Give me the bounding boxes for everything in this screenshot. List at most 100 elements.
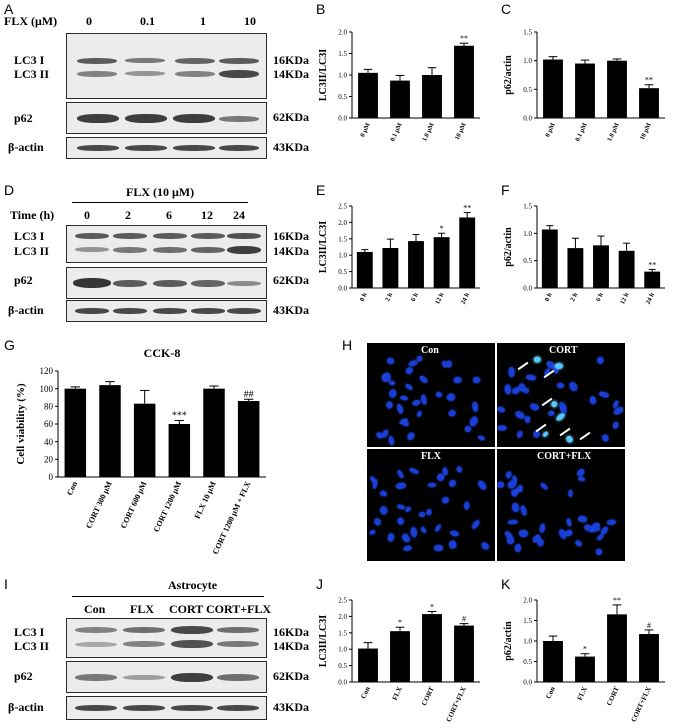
cell-nucleus (601, 433, 610, 442)
x-tick-label: 24 h (460, 292, 471, 306)
lane-label-2: 0.1 (140, 14, 155, 28)
cell-nucleus (573, 539, 583, 549)
lane-label-1: 0 (84, 208, 90, 222)
header-line (72, 202, 248, 203)
x-tick-label: Con (544, 685, 557, 700)
cell-nucleus (408, 360, 419, 368)
cell-nucleus (418, 374, 429, 385)
x-tick-label: 0.1 μM (389, 122, 404, 143)
significance-label: ## (244, 389, 254, 400)
cell-nucleus (568, 380, 579, 392)
y-tick-label: 0 (49, 472, 54, 482)
panel-label: D (4, 182, 15, 198)
bar (607, 614, 627, 682)
y-tick-label: 0.5 (523, 257, 532, 265)
bar (575, 63, 595, 118)
y-tick-label: 1.0 (523, 637, 532, 645)
size-62kda: 62KDa (273, 273, 309, 287)
bar (422, 75, 442, 118)
micrograph-flx: FLX (367, 449, 495, 561)
cell-nucleus (404, 382, 414, 392)
y-tick-label: 1.5 (523, 617, 532, 625)
cell-nucleus (525, 415, 531, 423)
chart-j: 0.0 0.5 1.0 1.5 2.0 2.5 LC3II/LC3I Con * FLX * CORT… (318, 596, 480, 723)
cell-nucleus (404, 366, 414, 376)
marker-lc3-i: LC3 I (14, 229, 45, 243)
cell-nucleus (523, 387, 530, 394)
bar (543, 641, 563, 682)
y-axis-label: p62/actin (503, 621, 514, 661)
lane-label-1: 0 (86, 14, 92, 28)
cell-nucleus (510, 502, 520, 513)
cell-nucleus (440, 496, 450, 505)
arrow-marker (579, 431, 591, 441)
cell-nucleus (567, 489, 573, 497)
cell-nucleus (435, 391, 443, 398)
cell-nucleus (595, 547, 604, 556)
x-tick-label: 10 μM (454, 122, 468, 141)
cell-nucleus (447, 478, 457, 488)
cell-nucleus (388, 380, 396, 386)
cell-nucleus (449, 530, 460, 538)
cell-nucleus (404, 505, 413, 514)
y-axis-label: LC3II/LC3I (318, 615, 329, 667)
cell-nucleus (577, 476, 586, 483)
bar (433, 237, 450, 288)
panel-label: G (4, 337, 15, 353)
cell-nucleus (399, 395, 409, 401)
lane-label-3: CORT (169, 602, 204, 616)
y-tick-label: 80 (44, 401, 54, 411)
cell-nucleus (515, 430, 524, 440)
bar (459, 217, 476, 288)
size-43kda: 43KDa (273, 303, 309, 317)
y-tick-label: 2.0 (523, 596, 532, 604)
y-axis-label: LC3II/LC3I (318, 49, 329, 101)
panel-k-chart: K 0.0 0.5 1.0 1.5 2.0 p62/actin Con * FLX ** CORT #… (495, 572, 675, 728)
lane-label-3: 6 (166, 208, 172, 222)
cell-nucleus (477, 435, 486, 442)
cell-nucleus (420, 393, 428, 405)
cell-nucleus (598, 390, 610, 399)
chart-title: CCK-8 (144, 346, 181, 360)
significance-label: * (430, 602, 434, 611)
panel-label: F (501, 182, 510, 198)
cell-nucleus (419, 511, 426, 518)
cell-nucleus (379, 490, 388, 498)
y-tick-label: 2.0 (338, 613, 347, 621)
y-tick-label: 1.0 (338, 646, 347, 654)
x-tick-label: 1.0 μM (606, 122, 621, 143)
significance-label: # (647, 621, 651, 630)
cell-nucleus (504, 470, 513, 480)
panel-d-western-blot: D FLX (10 μM) Time (h) 0 2 6 12 24 LC3 I… (0, 180, 309, 322)
cell-nucleus (528, 402, 540, 412)
cell-nucleus (497, 425, 507, 431)
blot-p62 (66, 267, 267, 299)
panel-label: C (501, 1, 512, 17)
bar (607, 60, 627, 118)
cell-nucleus (576, 467, 586, 478)
y-tick-label: 2.0 (338, 28, 347, 36)
cell-nucleus (405, 431, 416, 442)
x-tick-label: 0 h (359, 292, 369, 303)
panel-f-chart: F 0.0 0.5 1.0 1.5 p62/actin 0 h 2 h 6 h 12 h ** 24… (495, 180, 675, 330)
blot-lc3 (66, 33, 267, 99)
cell-nucleus (525, 374, 537, 382)
blot-beta-actin (66, 696, 267, 720)
size-16kda: 16KDa (273, 53, 309, 67)
blot-header: Astrocyte (168, 578, 218, 592)
panel-h-fluorescence: H Con CORT FLX CORT+FLX (342, 337, 685, 567)
x-tick-label: Con (65, 480, 79, 497)
cell-nucleus (538, 482, 548, 491)
blot-beta-actin (66, 300, 267, 322)
significance-label: ** (648, 260, 656, 269)
y-tick-label: 120 (40, 366, 54, 376)
panel-g-chart: G 0 20 40 60 80 100 120 Cell viability (%) CCK-8… (0, 337, 300, 562)
y-tick-label: 0.0 (338, 678, 347, 686)
marker-lc3-ii: LC3 II (14, 67, 50, 81)
bar (390, 631, 410, 682)
cell-nucleus (395, 402, 404, 414)
x-tick-label: 12 h (434, 292, 445, 306)
y-tick-label: 0.5 (523, 658, 532, 666)
bar (390, 80, 410, 118)
cell-nucleus (577, 515, 588, 523)
